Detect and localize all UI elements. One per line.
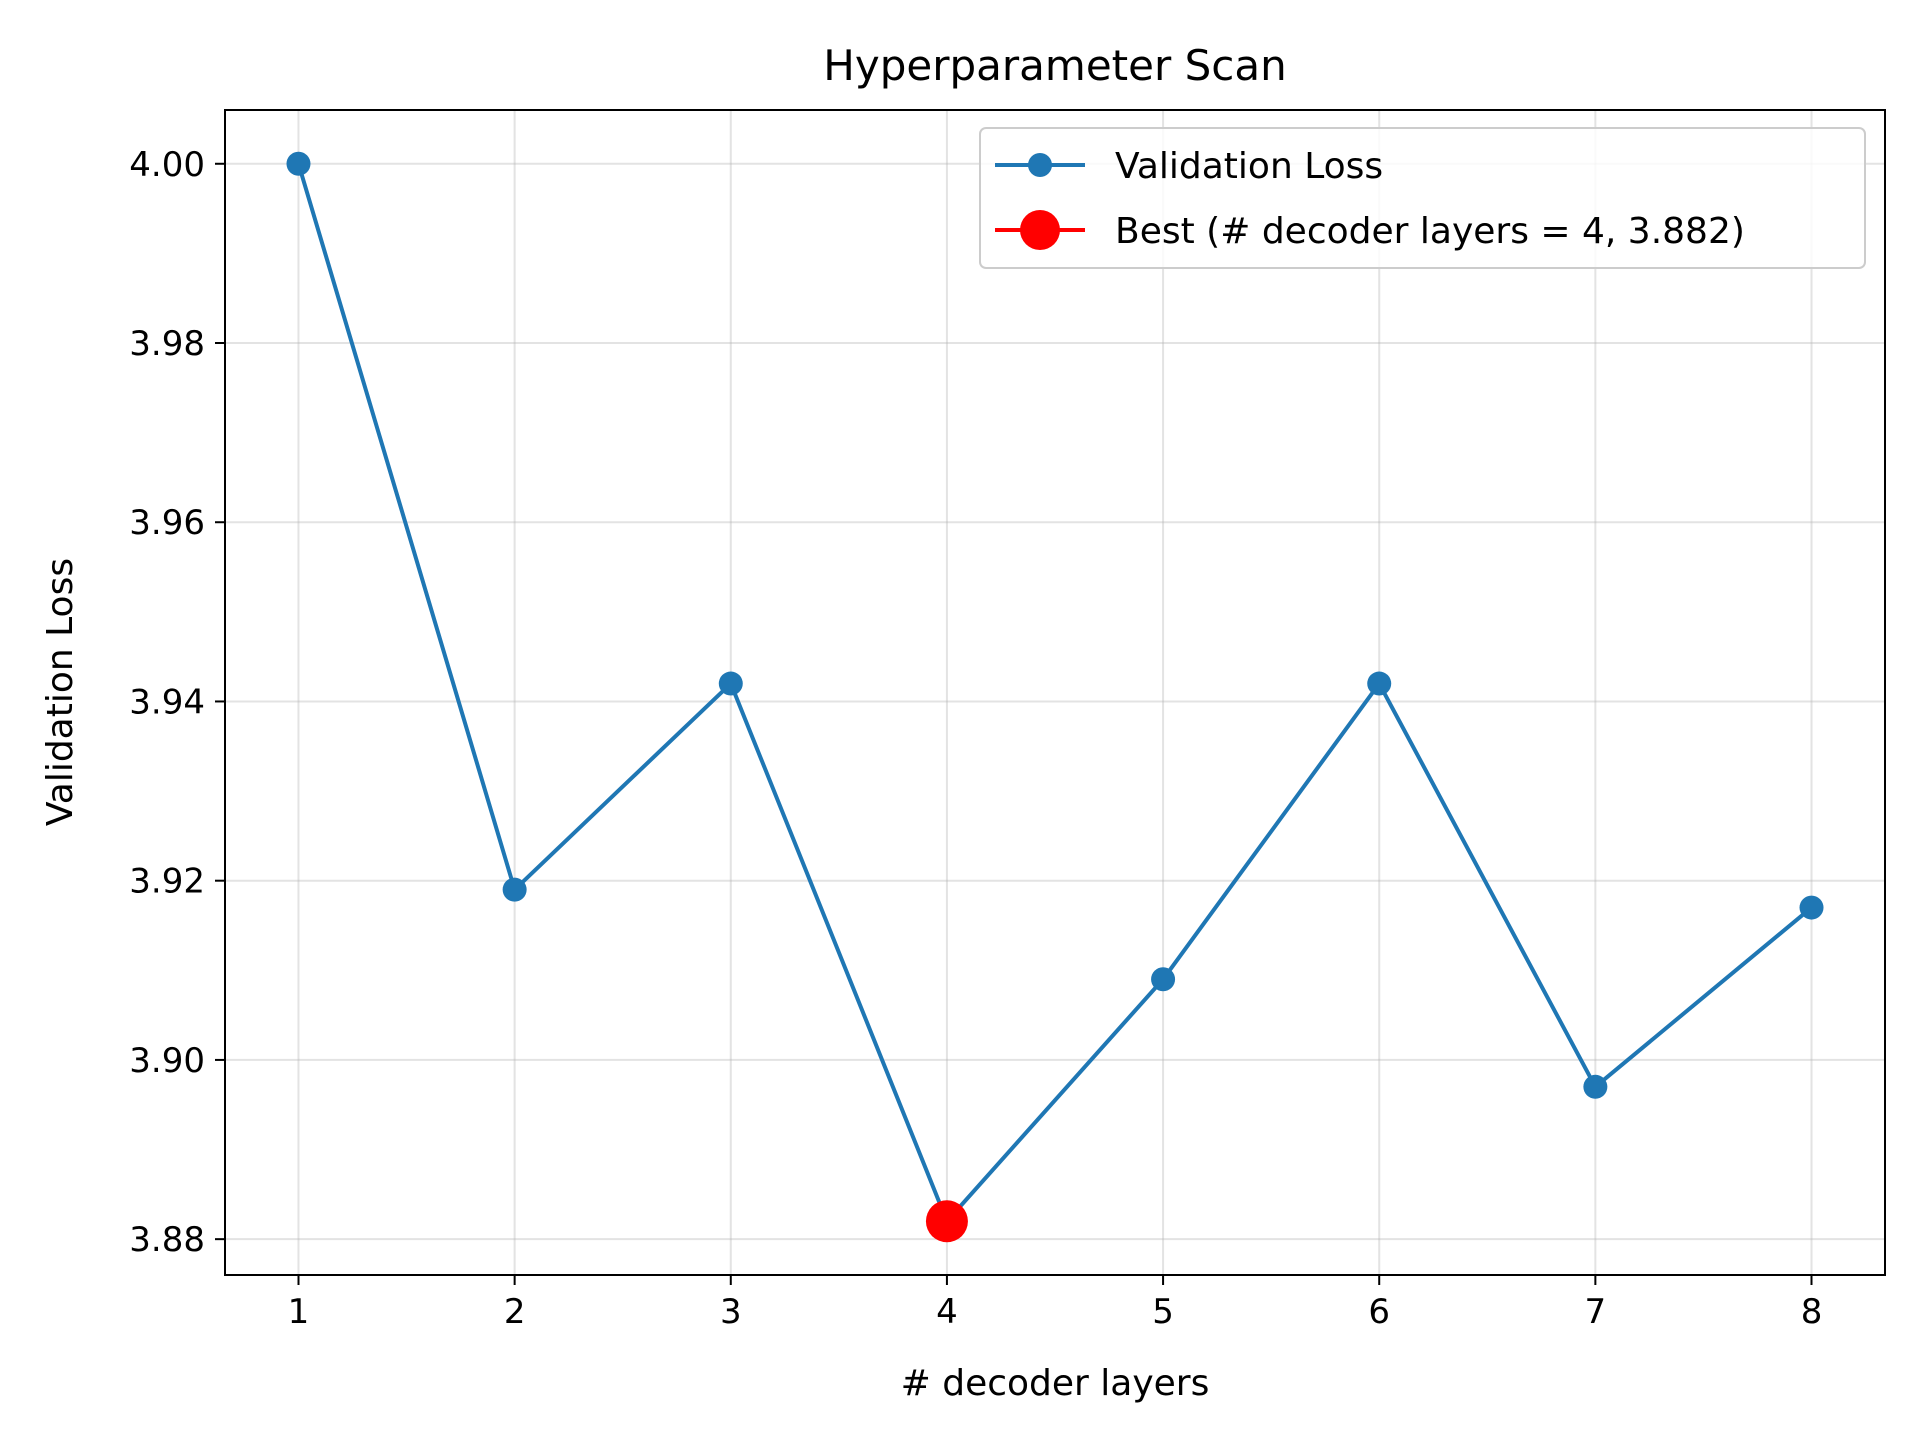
data-point: [502, 877, 527, 902]
x-tick-label: 2: [504, 1292, 526, 1332]
legend-marker-validation-loss: [1028, 153, 1052, 177]
legend: Validation Loss Best (# decoder layers =…: [979, 127, 1866, 269]
legend-entry-validation-loss: Validation Loss: [995, 146, 1383, 187]
x-tick-label: 8: [1801, 1292, 1823, 1332]
data-point: [1583, 1074, 1608, 1099]
legend-marker-best: [1020, 210, 1060, 250]
data-point: [718, 671, 743, 696]
series-layer: [286, 151, 1824, 1243]
legend-box: [979, 127, 1866, 269]
legend-label-validation-loss: Validation Loss: [1115, 146, 1383, 187]
x-axis: 1 2 3 4 5 6 7 8: [288, 1275, 1823, 1332]
y-tick-label: 4.00: [129, 145, 205, 185]
data-point: [1799, 895, 1824, 920]
y-axis: 3.88 3.90 3.92 3.94 3.96 3.98 4.00: [129, 145, 225, 1260]
best-point-marker: [925, 1200, 968, 1243]
x-tick-label: 3: [720, 1292, 742, 1332]
y-tick-label: 3.96: [129, 503, 205, 543]
series-line-validation-loss: [296, 163, 1813, 1224]
data-point: [1367, 671, 1392, 696]
y-tick-label: 3.90: [129, 1041, 205, 1081]
y-tick-label: 3.88: [129, 1220, 205, 1260]
plot-frame: [224, 109, 1886, 1276]
x-tick-label: 1: [288, 1292, 310, 1332]
x-tick-label: 6: [1368, 1292, 1390, 1332]
x-tick-label: 7: [1585, 1292, 1607, 1332]
y-tick-label: 3.94: [129, 682, 205, 722]
x-tick-label: 4: [936, 1292, 958, 1332]
legend-entry-best: Best (# decoder layers = 4, 3.882): [995, 210, 1745, 252]
y-tick-label: 3.98: [129, 324, 205, 364]
legend-label-best: Best (# decoder layers = 4, 3.882): [1115, 211, 1745, 252]
y-tick-label: 3.92: [129, 862, 205, 902]
chart-title: Hyperparameter Scan: [823, 41, 1286, 90]
y-axis-title: Validation Loss: [40, 558, 81, 826]
data-point: [1151, 967, 1176, 992]
x-axis-title: # decoder layers: [901, 1363, 1210, 1404]
data-point: [286, 151, 311, 176]
x-tick-label: 5: [1152, 1292, 1174, 1332]
